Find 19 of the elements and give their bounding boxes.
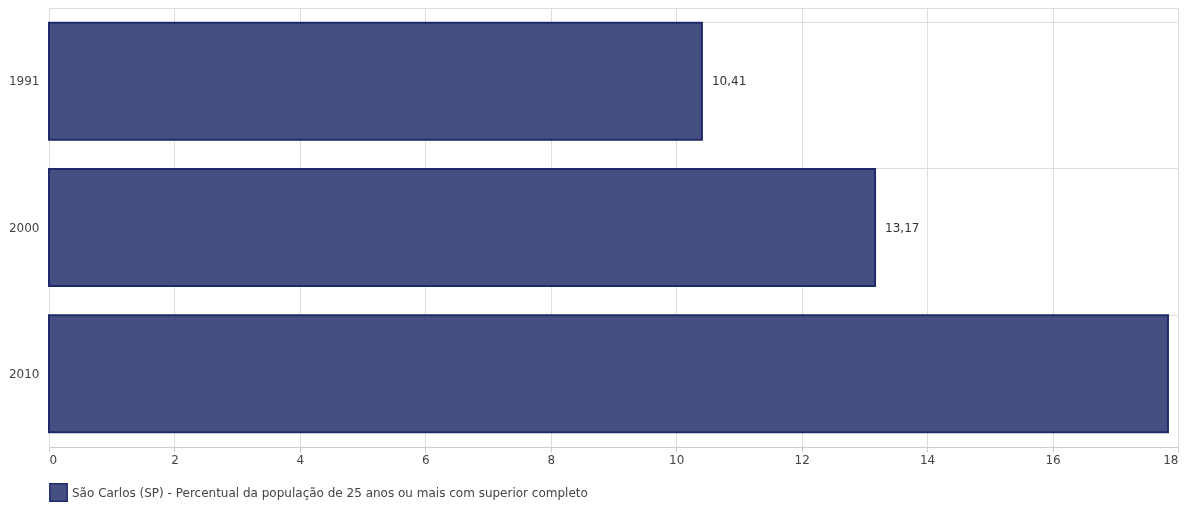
text: 13,17 xyxy=(885,220,920,235)
x-tick-label: 2 xyxy=(171,452,179,467)
x-tick-label: 6 xyxy=(422,452,430,467)
x-tick-label: 8 xyxy=(547,452,556,467)
y-tick-label: 2000 xyxy=(8,220,40,235)
bar xyxy=(48,314,1169,434)
x-tick-label: 12 xyxy=(794,452,810,467)
y-tick-label: 1991 xyxy=(8,74,40,89)
x-tick-label: 16 xyxy=(1045,452,1061,467)
x-tick-label: 14 xyxy=(919,452,936,467)
x-tick-label: 10 xyxy=(669,452,685,467)
x-tick-label: 0 xyxy=(49,452,58,467)
x-tick-label: 4 xyxy=(296,452,305,467)
bar xyxy=(48,167,877,288)
legend-label: São Carlos (SP) - Percentual da população de 25 anos ou mais com superior completo xyxy=(72,485,588,500)
x-tick-label: 18 xyxy=(1163,452,1179,467)
text: 10,41 xyxy=(711,74,747,89)
bar xyxy=(48,21,703,141)
y-tick-label: 2010 xyxy=(8,366,40,381)
